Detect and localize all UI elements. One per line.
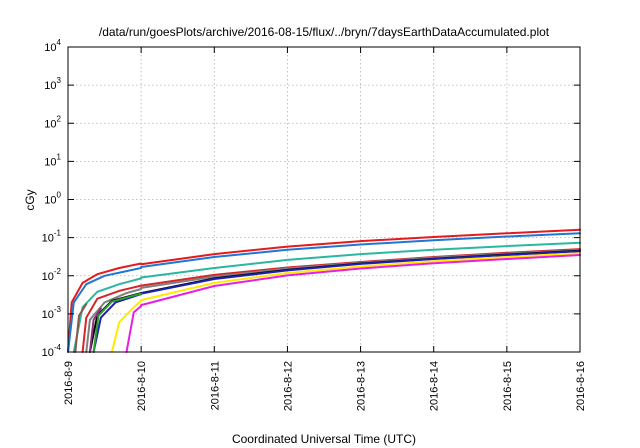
grid [68, 46, 580, 353]
x-axis-label: Coordinated Universal Time (UTC) [232, 432, 416, 446]
y-tick-mantissa: 10 [42, 271, 54, 283]
y-tick-label: 102 [44, 114, 61, 130]
x-tick-label: 2016-8-16 [575, 361, 587, 411]
y-tick-exponent: 4 [57, 38, 62, 47]
series-line-left [85, 288, 143, 353]
y-axis-label: cGy [23, 189, 37, 210]
series-line-left [74, 303, 88, 353]
series-line-left [110, 299, 143, 353]
y-tick-exponent: 1 [57, 152, 62, 161]
series-line-left [92, 293, 143, 353]
y-tick-exponent: -3 [54, 305, 62, 314]
y-tick-label: 100 [44, 191, 61, 207]
x-tick-label: 2016-8-11 [209, 361, 221, 410]
series-line-left [81, 284, 143, 353]
series-line-left [92, 292, 143, 353]
series-line-left [72, 277, 143, 353]
series-line-right [140, 252, 581, 302]
series-line-left [125, 305, 143, 353]
x-tick-label: 2016-8-15 [502, 361, 514, 411]
y-tick-exponent: 0 [57, 191, 62, 200]
x-tick-label: 2016-8-14 [429, 361, 441, 411]
series-7 [92, 292, 143, 353]
series-line-left [67, 267, 143, 353]
y-tick-exponent: 3 [57, 76, 62, 85]
y-tick-label: 10-1 [42, 229, 62, 245]
y-tick-label: 101 [44, 152, 61, 168]
y-tick-mantissa: 10 [44, 195, 56, 207]
y-tick-mantissa: 10 [42, 347, 54, 359]
y-tick-label: 104 [44, 38, 61, 54]
y-tick-mantissa: 10 [44, 118, 56, 130]
series-line-right [140, 241, 581, 279]
y-tick-exponent: 2 [57, 114, 62, 123]
y-tick-exponent: -4 [54, 343, 62, 352]
series-1 [67, 232, 581, 353]
chart-title: /data/run/goesPlots/archive/2016-08-15/f… [99, 25, 550, 39]
series-2 [72, 241, 581, 353]
y-tick-label: 10-2 [42, 267, 62, 283]
series-6 [92, 250, 581, 353]
x-tick-label: 2016-8-10 [136, 361, 148, 411]
series-group [67, 228, 581, 353]
y-tick-label: 10-4 [42, 343, 62, 359]
series-line-left [67, 262, 143, 353]
y-tick-mantissa: 10 [44, 42, 56, 54]
plot-frame [67, 46, 581, 353]
series-line-right [140, 254, 581, 307]
series-line-right [140, 250, 581, 295]
x-tick-label: 2016-8-13 [356, 361, 368, 411]
y-tick-mantissa: 10 [44, 156, 56, 168]
x-tick-label: 2016-8-12 [282, 361, 294, 411]
y-tick-label: 10-3 [42, 305, 62, 321]
series-11 [88, 307, 102, 353]
x-tick-label: 2016-8-9 [63, 361, 75, 405]
series-line-right [140, 232, 581, 268]
plot-border [67, 46, 581, 353]
y-tick-mantissa: 10 [44, 80, 56, 92]
series-9 [125, 254, 581, 353]
series-line-left [88, 307, 102, 353]
x-axis: 2016-8-9 2016-8-10 2016-8-11 2016-8-12 2016-… [63, 361, 587, 411]
y-tick-exponent: -1 [54, 229, 62, 238]
y-tick-mantissa: 10 [42, 309, 54, 321]
y-tick-label: 103 [44, 76, 61, 92]
series-line-right [140, 228, 581, 266]
series-8 [110, 252, 581, 353]
series-0 [67, 228, 581, 353]
series-10 [74, 303, 88, 353]
y-tick-exponent: -2 [54, 267, 62, 276]
y-tick-mantissa: 10 [42, 233, 54, 245]
